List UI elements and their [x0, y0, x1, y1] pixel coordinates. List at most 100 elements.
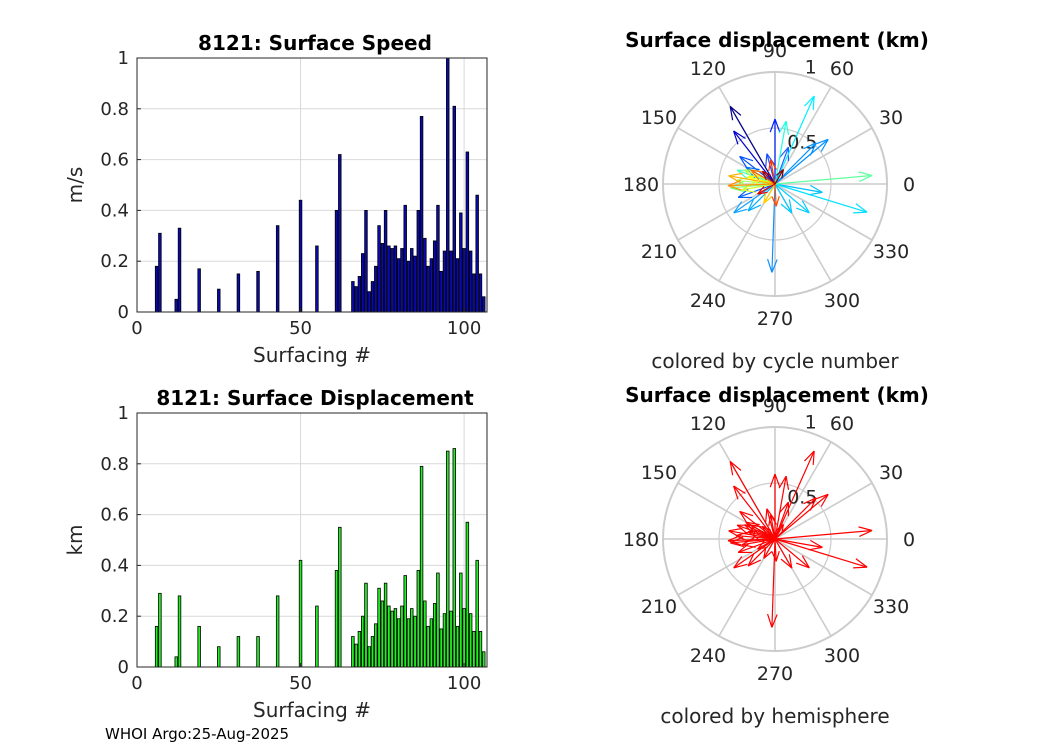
vector-arrowhead: [770, 159, 777, 170]
vector-arrowhead: [855, 558, 868, 568]
vector-shaft: [737, 538, 776, 553]
vector-arrowhead: [778, 120, 787, 134]
bar: [298, 559, 303, 668]
vector-arrowhead: [733, 485, 746, 494]
vector-shaft: [750, 524, 776, 540]
bar: [334, 570, 339, 668]
vector-shaft: [729, 461, 776, 540]
vector-arrowhead: [728, 527, 743, 532]
vector-arrowhead: [747, 559, 762, 567]
vector-shaft: [750, 169, 776, 185]
vector-arrowhead: [763, 551, 773, 559]
polar-displacement-cycle-chart: 0 30 60 90 120 150 180 210 240 270 300 330 0.5 1 Surfa…: [623, 28, 929, 373]
bar: [197, 268, 201, 313]
bar: [338, 526, 342, 668]
bar: [357, 276, 362, 313]
bar: [256, 270, 260, 313]
vector-arrowhead: [733, 201, 743, 214]
vector-shaft: [774, 183, 810, 214]
vector-arrowhead: [771, 196, 777, 207]
bar: [174, 656, 178, 668]
vector-shaft: [774, 529, 873, 540]
bar: [367, 646, 371, 668]
vector-arrowhead: [853, 566, 868, 569]
vector-arrowhead: [750, 169, 760, 180]
vector-shaft: [727, 183, 776, 187]
vector-arrowhead: [804, 95, 815, 107]
y-tick-label: 0.4: [100, 200, 129, 221]
vector-arrowhead: [812, 450, 815, 466]
theta-label: 300: [824, 645, 860, 667]
bar: [475, 194, 479, 313]
y-tick-label: 0.2: [100, 251, 129, 272]
bar: [482, 651, 486, 668]
bar: [393, 245, 398, 313]
vector-shaft: [774, 183, 868, 213]
theta-label: 210: [641, 596, 677, 618]
vector-arrowhead: [780, 203, 793, 214]
x-axis-label: Surfacing #: [253, 343, 371, 367]
theta-label: 300: [824, 290, 860, 312]
y-tick-label: 0: [118, 657, 129, 678]
theta-label: 270: [757, 308, 793, 330]
vector-arrowhead: [776, 168, 784, 176]
vector-shaft: [774, 174, 873, 185]
bar: [354, 643, 358, 668]
vector-shaft: [774, 538, 793, 569]
bar: [436, 572, 440, 668]
bar: [256, 636, 260, 668]
theta-label: 330: [873, 596, 909, 618]
bar: [360, 615, 365, 668]
vector-arrowhead: [810, 539, 823, 548]
vector-arrowhead: [757, 185, 765, 195]
theta-label: 90: [763, 40, 787, 62]
bar: [400, 248, 404, 313]
bar: [370, 281, 375, 313]
vector-arrowhead: [788, 199, 793, 214]
vector-arrowhead: [761, 526, 767, 536]
vector-arrowhead: [820, 139, 829, 152]
vector-arrowhead: [762, 170, 772, 176]
vector-arrowhead: [804, 450, 815, 462]
polar-spoke: [774, 441, 832, 540]
bar: [217, 288, 221, 313]
vector-arrowhead: [737, 187, 750, 198]
vector-shaft: [741, 183, 776, 191]
theta-label: 30: [879, 107, 903, 129]
vector-shaft: [774, 493, 829, 540]
vector-shaft: [774, 169, 784, 185]
vector-arrowhead: [741, 182, 755, 191]
radial-tick-label: 0.5: [787, 487, 817, 509]
chart-caption: colored by hemisphere: [660, 704, 889, 728]
vector-arrowhead: [747, 175, 761, 178]
bar: [158, 232, 162, 313]
bar: [377, 587, 381, 668]
bar: [413, 255, 417, 313]
vector-arrowhead: [750, 524, 760, 535]
x-tick-label: 100: [447, 318, 481, 339]
vector-arrowhead: [739, 155, 754, 162]
vector-shaft: [733, 485, 776, 540]
bar: [426, 265, 430, 313]
surface-speed-chart: 0 50 100 0 0.2 0.4 0.6 0.8 1 8121: Surface Speed S…: [63, 31, 488, 367]
radial-tick-label: 1: [805, 56, 817, 78]
bar: [390, 610, 394, 668]
vector-shaft: [774, 538, 823, 548]
bar: [400, 605, 404, 668]
vector-shaft: [774, 538, 777, 562]
vector-shaft: [774, 538, 810, 569]
y-tick-label: 0.4: [100, 555, 129, 576]
bar: [275, 595, 280, 668]
bar: [334, 209, 339, 313]
vector-arrowhead: [733, 130, 746, 139]
theta-label: 180: [623, 174, 659, 196]
bar: [351, 281, 355, 313]
theta-label: 210: [641, 241, 677, 263]
vector-shaft: [739, 510, 776, 540]
vector-arrowhead: [750, 169, 764, 173]
bar: [472, 273, 476, 313]
bar: [426, 625, 430, 668]
vector-arrowhead: [757, 191, 768, 195]
vector-shaft: [770, 514, 776, 540]
vector-arrowhead: [745, 166, 760, 171]
